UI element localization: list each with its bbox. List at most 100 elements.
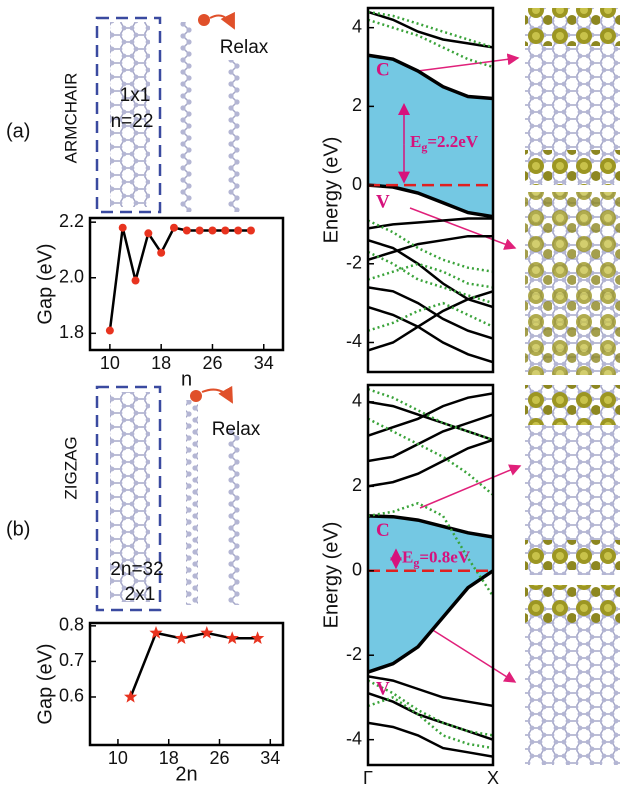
y-tick-label: -4 xyxy=(346,728,362,748)
x-tick-label: 34 xyxy=(254,353,274,373)
x-tick-label: 26 xyxy=(202,353,222,373)
y-tick-label: 0 xyxy=(352,174,362,194)
marker xyxy=(234,227,242,235)
x-tick-label: 10 xyxy=(100,353,120,373)
density-lobes xyxy=(525,540,620,570)
y-tick-label: -4 xyxy=(346,331,362,351)
plot-area xyxy=(368,389,493,756)
relax-arrow xyxy=(210,16,234,28)
marker xyxy=(183,227,191,235)
density-lobes xyxy=(525,585,620,623)
band xyxy=(368,219,493,229)
chain xyxy=(228,60,240,212)
gap-label: Eg=2.2eV xyxy=(410,132,479,154)
x-tick-label: Γ xyxy=(363,768,373,788)
marker xyxy=(144,229,152,237)
band xyxy=(368,307,493,362)
marker xyxy=(119,224,127,232)
gap-label-main: E xyxy=(402,547,413,566)
gap-line xyxy=(131,633,258,697)
ribbon-type: ARMCHAIR xyxy=(61,73,80,164)
marker xyxy=(247,227,255,235)
x-tick-label: 10 xyxy=(108,748,128,768)
marker xyxy=(226,631,239,644)
relax-arrow xyxy=(202,390,232,402)
x-axis-label: n xyxy=(181,368,192,390)
y-axis-label: Energy (eV) xyxy=(320,522,342,629)
marker xyxy=(221,227,229,235)
y-axis-label: Energy (eV) xyxy=(320,137,342,244)
width-label: 2n=32 xyxy=(110,559,163,580)
gap-label-rest: =2.2eV xyxy=(427,132,478,151)
band-label: V xyxy=(376,191,390,212)
chain xyxy=(180,22,192,212)
density-lobes xyxy=(525,192,620,375)
density-lobes xyxy=(525,150,620,185)
band xyxy=(368,440,493,486)
marker xyxy=(106,327,114,335)
plot-frame xyxy=(90,623,283,745)
y-tick-label: 4 xyxy=(352,391,362,411)
y-tick-label: 0 xyxy=(352,560,362,580)
cell-label: 2x1 xyxy=(125,584,156,605)
x-tick-label: 26 xyxy=(209,748,229,768)
band xyxy=(368,723,493,757)
marker xyxy=(200,626,213,639)
x-tick-label: X xyxy=(487,768,499,788)
marker xyxy=(157,249,165,257)
marker xyxy=(251,631,264,644)
x-tick-label: 34 xyxy=(260,748,280,768)
y-tick-label: -2 xyxy=(346,644,362,664)
band xyxy=(368,415,493,461)
y-axis-label: Gap (eV) xyxy=(34,643,56,724)
width-label: n=22 xyxy=(111,111,154,132)
band xyxy=(368,252,493,303)
band-label: C xyxy=(376,520,390,541)
gap-label-rest: =0.8eV xyxy=(419,547,470,566)
band-label: V xyxy=(376,678,390,699)
y-tick-label: 0.6 xyxy=(59,686,84,706)
marker xyxy=(196,227,204,235)
panel-label: (b) xyxy=(6,518,30,540)
density-lobes xyxy=(525,8,620,46)
pointer-arrow xyxy=(420,466,520,508)
x-tick-label: 18 xyxy=(151,353,171,373)
y-tick-label: 0.7 xyxy=(59,650,84,670)
relax-dot xyxy=(198,14,210,26)
marker xyxy=(132,277,140,285)
chain xyxy=(186,400,198,605)
ribbon-type: ZIGZAG xyxy=(61,436,80,499)
band xyxy=(368,236,493,260)
y-tick-label: 0.8 xyxy=(59,615,84,635)
plot-frame xyxy=(90,218,283,350)
pointer-arrow xyxy=(420,622,515,682)
y-tick-label: -2 xyxy=(346,253,362,273)
cell-label: 1x1 xyxy=(120,85,151,106)
y-tick-label: 1.8 xyxy=(59,322,84,342)
figure: (a) (b) ARMCHAIR ZIGZAG 1x1 n=22 Relax R… xyxy=(0,0,622,797)
relax-label: Relax xyxy=(212,419,261,440)
marker xyxy=(175,631,188,644)
y-axis-label: Gap (eV) xyxy=(34,243,56,324)
x-axis-label: 2n xyxy=(175,763,197,785)
band xyxy=(368,693,493,740)
y-tick-label: 2.0 xyxy=(59,266,84,286)
density-lobes xyxy=(525,385,620,425)
gap-label: Eg=0.8eV xyxy=(402,547,471,569)
gap-label-main: E xyxy=(410,132,421,151)
panel-label: (a) xyxy=(6,120,30,142)
relax-label: Relax xyxy=(220,37,269,58)
marker xyxy=(149,626,162,639)
gap-line xyxy=(110,228,251,331)
marker xyxy=(124,690,137,703)
pointer-arrow xyxy=(410,58,518,72)
marker xyxy=(208,227,216,235)
band-label: C xyxy=(376,60,390,81)
chain xyxy=(228,430,240,605)
band xyxy=(368,303,493,331)
y-tick-label: 4 xyxy=(352,16,362,36)
marker xyxy=(170,224,178,232)
y-tick-label: 2 xyxy=(352,95,362,115)
relax-dot xyxy=(190,390,202,402)
y-tick-label: 2.2 xyxy=(59,211,84,231)
